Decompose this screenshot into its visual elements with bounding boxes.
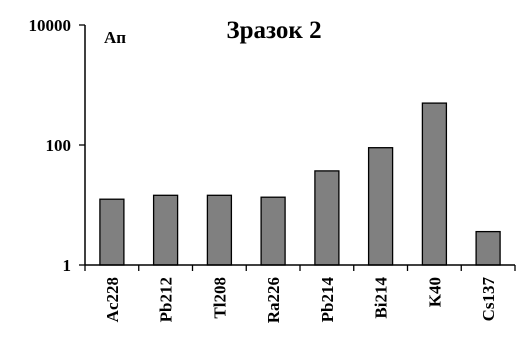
x-category-label: Cs137 — [479, 277, 498, 322]
y-tick-label: 100 — [46, 136, 72, 155]
bar-pb212 — [152, 194, 179, 266]
y-axis-label: Ап — [104, 28, 126, 47]
y-tick-label: 10000 — [29, 16, 72, 35]
bar-ra226 — [260, 196, 286, 266]
x-category-label: Bi214 — [372, 277, 391, 319]
x-category-label: Ac228 — [103, 277, 122, 322]
bar-k40 — [421, 102, 448, 266]
x-category-label: Tl208 — [210, 277, 229, 319]
x-category-label: K40 — [425, 277, 444, 307]
x-labels-group: Ac228 Pb212 Tl208 Ra226 Pb214 Bi214 K40 Cs137 — [103, 277, 498, 324]
x-category-label: Ra226 — [264, 277, 283, 323]
axes-group — [84, 25, 516, 271]
x-category-label: Pb214 — [318, 277, 337, 323]
bar-bi214 — [367, 147, 394, 266]
bars-group — [99, 102, 501, 266]
bar-ac228 — [99, 198, 125, 266]
y-tick-label: 1 — [63, 256, 72, 275]
bar-cs137 — [475, 230, 501, 266]
chart-title: Зразок 2 — [226, 17, 321, 44]
bar-pb214 — [314, 170, 340, 266]
y-ticks-group: 1 100 10000 — [29, 16, 85, 275]
bar-tl208 — [206, 194, 233, 266]
x-category-label: Pb212 — [157, 277, 176, 322]
